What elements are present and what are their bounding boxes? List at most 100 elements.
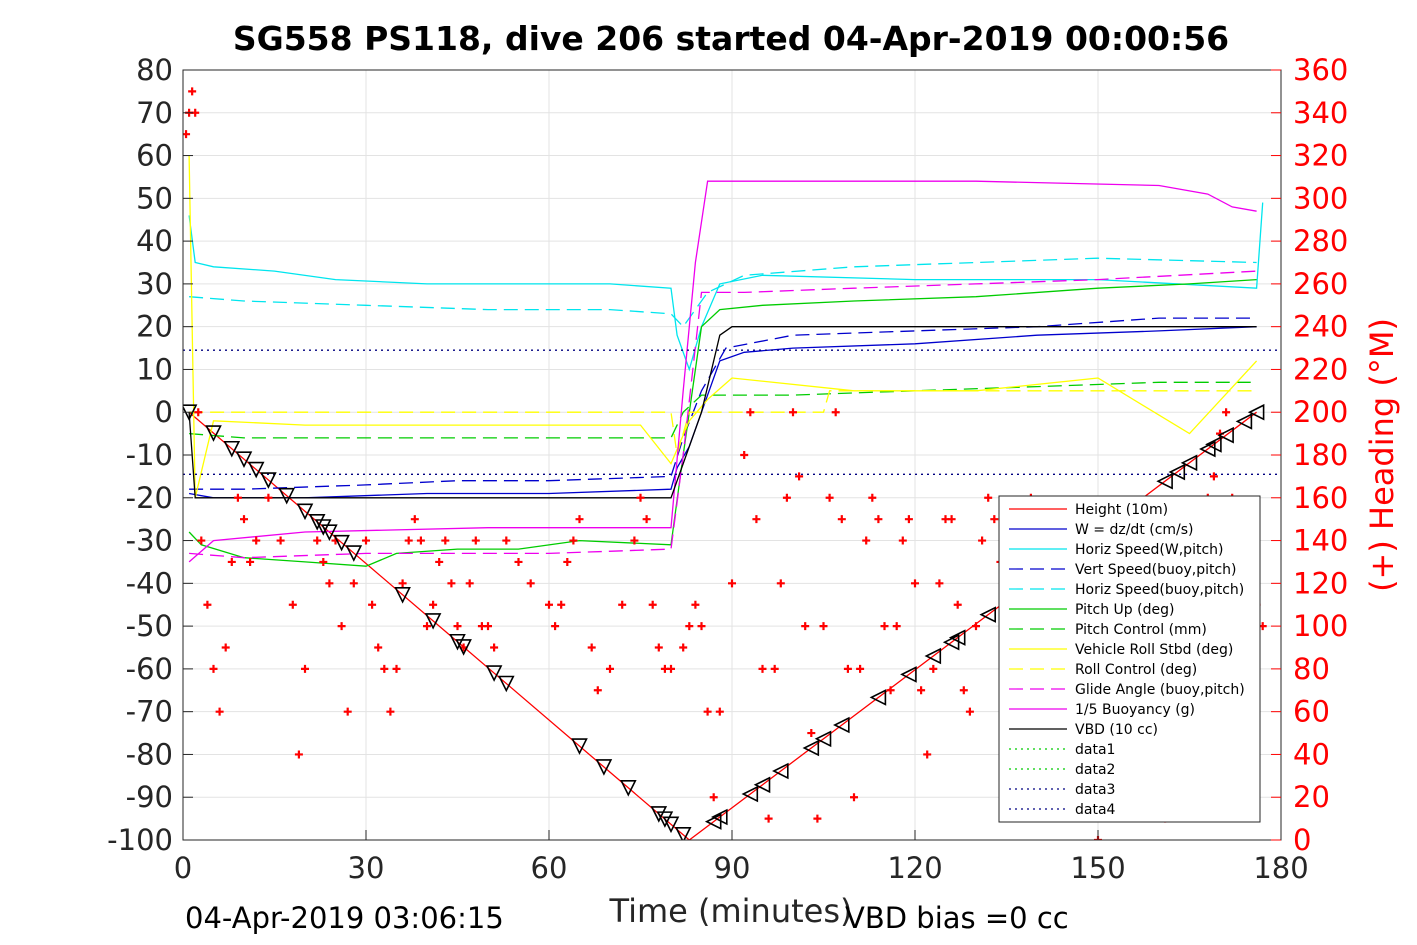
y-right-tick-label-15: 300 (1293, 181, 1348, 215)
y-tick-label-3: -70 (126, 695, 173, 729)
heading-point-55 (563, 557, 572, 566)
y-right-tick-label-17: 340 (1293, 96, 1348, 130)
heading-point-75 (715, 707, 724, 716)
x-tick-label-1: 30 (348, 851, 385, 885)
heading-point-28 (368, 600, 377, 609)
y-right-tick-label-16: 320 (1293, 139, 1348, 173)
heading-point-34 (404, 536, 413, 545)
heading-point-64 (642, 515, 651, 524)
heading-point-154 (1209, 472, 1218, 481)
heading-point-113 (959, 686, 968, 695)
footer-vbd-bias: VBD bias =0 cc (845, 901, 1069, 935)
height-marker-8 (308, 513, 326, 531)
heading-point-17 (288, 600, 297, 609)
heading-point-5 (197, 536, 206, 545)
heading-point-53 (551, 622, 560, 631)
heading-point-27 (362, 536, 370, 545)
heading-point-39 (435, 557, 444, 566)
y-right-tick-label-5: 100 (1293, 609, 1348, 643)
series-line-2 (188, 202, 1264, 372)
heading-point-99 (874, 515, 883, 524)
heading-point-12 (240, 515, 248, 524)
heading-point-70 (685, 622, 694, 631)
heading-point-93 (837, 515, 846, 524)
heading-point-30 (380, 664, 389, 673)
heading-point-21 (319, 557, 328, 566)
height-marker-13 (394, 587, 411, 604)
height-marker-34 (869, 689, 887, 706)
y-right-tick-label-14: 280 (1293, 224, 1348, 258)
legend-label-15: data4 (1075, 802, 1116, 818)
height-marker-41 (1156, 472, 1173, 490)
legend-label-5: Pitch Up (deg) (1075, 602, 1174, 618)
legend-label-9: Glide Angle (buoy,pitch) (1075, 682, 1245, 698)
y-tick-label-8: -20 (126, 481, 173, 515)
series-line-11 (188, 326, 1257, 499)
y-right-tick-label-3: 60 (1293, 695, 1330, 729)
heading-point-6 (203, 600, 212, 609)
series-line-8 (189, 390, 1257, 456)
height-marker-23 (656, 811, 674, 828)
heading-point-94 (843, 664, 852, 673)
heading-point-68 (667, 664, 675, 673)
heading-point-90 (819, 622, 828, 631)
heading-point-26 (349, 579, 358, 588)
y-tick-label-0: -100 (107, 823, 173, 857)
legend-label-8: Roll Control (deg) (1075, 662, 1197, 678)
height-marker-47 (1235, 413, 1253, 430)
legend-label-6: Pitch Control (mm) (1075, 622, 1207, 638)
heading-point-111 (947, 515, 956, 524)
heading-point-118 (990, 515, 999, 524)
height-marker-5 (260, 472, 277, 489)
heading-point-62 (630, 536, 639, 545)
heading-point-81 (764, 814, 773, 823)
height-marker-12 (345, 545, 363, 562)
height-marker-14 (424, 613, 442, 630)
y-tick-label-7: -30 (126, 524, 173, 558)
heading-point-105 (911, 579, 919, 588)
heading-point-83 (776, 579, 785, 588)
heading-point-63 (636, 493, 645, 502)
heading-point-19 (301, 664, 309, 673)
heading-point-84 (782, 493, 791, 502)
heading-point-85 (789, 408, 797, 417)
heading-point-40 (441, 536, 450, 545)
heading-point-73 (703, 707, 712, 716)
height-marker-9 (315, 519, 332, 536)
heading-point-97 (862, 536, 871, 545)
heading-point-156 (1222, 408, 1231, 417)
height-marker-45 (1205, 436, 1222, 453)
heading-point-25 (343, 707, 352, 716)
legend-label-14: data3 (1075, 782, 1115, 798)
heading-point-52 (545, 600, 553, 609)
height-marker-43 (1180, 454, 1198, 472)
y-tick-label-18: 80 (136, 53, 173, 87)
heading-point-76 (728, 579, 736, 588)
heading-point-96 (856, 664, 865, 673)
height-marker-38 (948, 629, 966, 646)
heading-point-31 (386, 707, 395, 716)
heading-point-48 (490, 643, 499, 652)
heading-point-102 (892, 622, 901, 631)
heading-point-42 (453, 622, 462, 631)
height-marker-6 (278, 487, 295, 505)
y-right-tick-label-0: 0 (1293, 823, 1311, 857)
legend-label-10: 1/5 Buoyancy (g) (1075, 702, 1195, 718)
heading-point-33 (398, 579, 407, 588)
heading-point-114 (965, 707, 974, 716)
heading-point-15 (264, 493, 273, 502)
height-marker-22 (650, 806, 668, 823)
height-marker-4 (247, 461, 265, 479)
height-marker-27 (711, 808, 728, 826)
heading-point-9 (221, 643, 230, 652)
heading-point-60 (606, 664, 614, 673)
height-marker-39 (979, 606, 996, 623)
height-marker-2 (223, 440, 241, 458)
heading-point-45 (471, 536, 480, 545)
heading-point-89 (813, 814, 822, 823)
heading-point-87 (801, 622, 810, 631)
height-marker-19 (571, 738, 588, 755)
height-marker-20 (595, 759, 613, 776)
heading-point-78 (746, 408, 755, 417)
y-right-tick-label-4: 80 (1293, 652, 1330, 686)
